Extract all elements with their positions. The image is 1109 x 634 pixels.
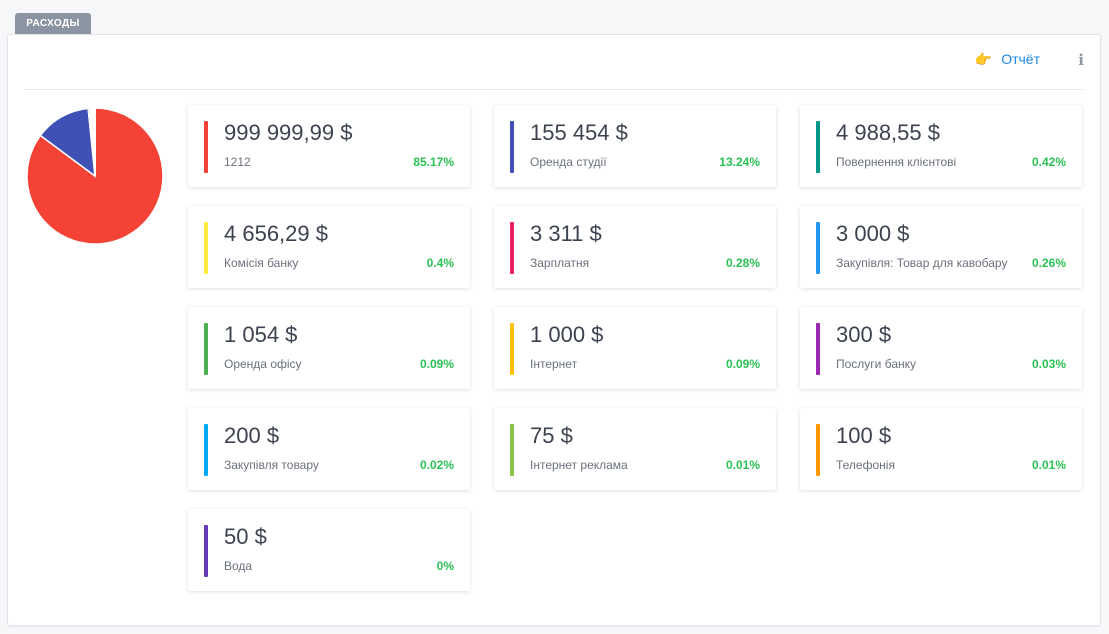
category-color-bar	[816, 222, 820, 274]
report-link[interactable]: 👉 Отчёт	[975, 51, 1040, 67]
expense-category-label: Зарплатня	[530, 256, 590, 270]
expense-category-label: 1212	[224, 155, 251, 169]
category-color-bar	[510, 222, 514, 274]
expense-amount: 4 656,29 $	[224, 221, 328, 246]
expense-card[interactable]: 4 988,55 $ Повернення клієнтові 0.42%	[800, 105, 1082, 187]
expense-category-label: Оренда студії	[530, 155, 607, 169]
expense-category-label: Комісія банку	[224, 256, 299, 270]
expense-percent: 0.4%	[426, 256, 454, 270]
expense-amount: 1 054 $	[224, 322, 298, 347]
expenses-pie-chart	[26, 107, 164, 245]
expense-percent: 0.01%	[1031, 458, 1066, 472]
category-color-bar	[510, 323, 514, 375]
expense-percent: 0.42%	[1031, 155, 1066, 169]
expense-percent: 85.17%	[413, 155, 454, 169]
category-color-bar	[204, 222, 208, 274]
expenses-panel: 👉 Отчёт i 999 999,99 $ 1212 85.17% 155 454 …	[7, 34, 1101, 626]
expense-category-label: Оренда офісу	[224, 357, 302, 371]
category-color-bar	[204, 323, 208, 375]
expense-amount: 100 $	[836, 423, 892, 448]
expense-percent: 0.26%	[1031, 256, 1066, 270]
expense-amount: 300 $	[836, 322, 892, 347]
expense-card[interactable]: 4 656,29 $ Комісія банку 0.4%	[188, 206, 470, 288]
expense-category-label: Інтернет реклама	[530, 458, 628, 472]
expense-amount: 999 999,99 $	[224, 120, 353, 145]
expense-amount: 3 311 $	[530, 221, 602, 246]
category-color-bar	[816, 121, 820, 173]
expense-card[interactable]: 75 $ Інтернет реклама 0.01%	[494, 408, 776, 490]
expense-percent: 0.28%	[725, 256, 760, 270]
expense-card[interactable]: 1 000 $ Інтернет 0.09%	[494, 307, 776, 389]
expense-amount: 75 $	[530, 423, 573, 448]
expense-card[interactable]: 999 999,99 $ 1212 85.17%	[188, 105, 470, 187]
expense-amount: 200 $	[224, 423, 280, 448]
expense-percent: 13.24%	[719, 155, 760, 169]
expense-card[interactable]: 100 $ Телефонія 0.01%	[800, 408, 1082, 490]
category-color-bar	[816, 424, 820, 476]
expense-percent: 0.03%	[1031, 357, 1066, 371]
panel-header: 👉 Отчёт i	[24, 35, 1084, 90]
expense-card[interactable]: 155 454 $ Оренда студії 13.24%	[494, 105, 776, 187]
report-label: Отчёт	[1001, 51, 1040, 67]
expense-card[interactable]: 3 311 $ Зарплатня 0.28%	[494, 206, 776, 288]
tab-expenses[interactable]: РАСХОДЫ	[15, 13, 91, 34]
pointing-hand-icon: 👉	[974, 51, 993, 67]
category-color-bar	[816, 323, 820, 375]
expense-category-label: Послуги банку	[836, 357, 916, 371]
category-color-bar	[510, 424, 514, 476]
expense-card[interactable]: 50 $ Вода 0%	[188, 509, 470, 591]
category-color-bar	[510, 121, 514, 173]
expense-amount: 50 $	[224, 524, 267, 549]
info-icon[interactable]: i	[1078, 51, 1084, 69]
expense-percent: 0%	[436, 559, 454, 573]
expense-amount: 3 000 $	[836, 221, 910, 246]
category-color-bar	[204, 525, 208, 577]
expense-category-label: Закупівля товару	[224, 458, 319, 472]
expense-card[interactable]: 1 054 $ Оренда офісу 0.09%	[188, 307, 470, 389]
expense-percent: 0.01%	[725, 458, 760, 472]
expense-amount: 1 000 $	[530, 322, 604, 347]
expense-card[interactable]: 200 $ Закупівля товару 0.02%	[188, 408, 470, 490]
expense-category-label: Інтернет	[530, 357, 578, 371]
category-color-bar	[204, 121, 208, 173]
category-color-bar	[204, 424, 208, 476]
expense-amount: 155 454 $	[530, 120, 628, 145]
expense-percent: 0.09%	[725, 357, 760, 371]
expense-category-label: Повернення клієнтові	[836, 155, 957, 169]
expense-card[interactable]: 300 $ Послуги банку 0.03%	[800, 307, 1082, 389]
expense-category-label: Вода	[224, 559, 253, 573]
expense-category-label: Телефонія	[836, 458, 895, 472]
expense-card[interactable]: 3 000 $ Закупівля: Товар для кавобару 0.26…	[800, 206, 1082, 288]
expense-percent: 0.02%	[419, 458, 454, 472]
expense-category-label: Закупівля: Товар для кавобару	[836, 256, 1008, 270]
expense-percent: 0.09%	[419, 357, 454, 371]
expense-amount: 4 988,55 $	[836, 120, 940, 145]
pie-slice[interactable]	[39, 107, 96, 178]
